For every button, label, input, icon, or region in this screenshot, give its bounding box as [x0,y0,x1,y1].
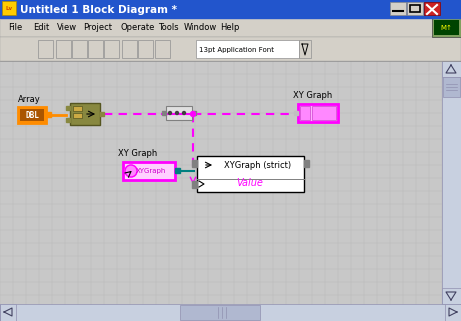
Text: Project: Project [83,23,112,32]
Circle shape [125,165,137,177]
Bar [0,304,16,321]
Bar [299,40,311,58]
Text: Operate: Operate [120,23,154,32]
Text: Edit: Edit [33,23,49,32]
Bar [410,5,420,12]
Bar [192,111,196,115]
Bar [407,2,423,15]
Bar [138,40,153,58]
Bar [88,40,103,58]
Bar [0,61,442,304]
Text: M↑: M↑ [440,25,452,31]
Bar [434,20,459,35]
Bar [73,113,82,118]
Bar [20,109,44,121]
Text: View: View [57,23,77,32]
Bar [2,1,16,15]
Text: Window: Window [184,23,217,32]
Bar [0,0,461,18]
Text: XY Graph: XY Graph [118,149,157,158]
Circle shape [169,111,171,115]
Bar [38,40,53,58]
Bar [432,18,461,37]
Text: Untitled 1 Block Diagram *: Untitled 1 Block Diagram * [20,5,177,15]
Bar [56,40,71,58]
Text: Value: Value [236,178,263,188]
Bar [46,112,51,117]
Bar [192,160,197,167]
Bar [70,103,100,125]
Bar [180,305,260,320]
Text: 13pt Application Font: 13pt Application Font [199,47,274,53]
Bar [0,18,461,37]
Bar [298,104,338,122]
Text: XYGraph: XYGraph [136,168,166,174]
Bar [197,156,304,192]
Bar [192,181,197,188]
Bar [122,40,137,58]
Bar [294,111,298,115]
Bar [300,106,310,120]
Bar [442,61,461,77]
Bar [18,107,46,123]
Text: Array: Array [18,95,41,104]
Text: XY Graph: XY Graph [293,91,332,100]
Text: DBL: DBL [25,110,39,119]
Text: Tools: Tools [158,23,178,32]
Circle shape [190,111,195,117]
Text: XYGraph (strict): XYGraph (strict) [225,161,291,170]
Bar [162,111,166,115]
Text: Help: Help [220,23,239,32]
Bar [304,160,309,167]
Bar [196,40,299,58]
Circle shape [183,111,185,115]
Bar [0,37,461,61]
Bar [155,40,170,58]
Bar [442,288,461,304]
Bar [166,106,192,120]
Bar [312,106,336,120]
Bar [104,40,119,58]
Bar [72,40,87,58]
Bar [66,118,70,122]
Text: File: File [8,23,22,32]
Bar [0,304,461,321]
Bar [73,106,82,111]
Bar [175,168,180,173]
Text: Lv: Lv [6,6,12,12]
Circle shape [176,111,178,115]
Bar [424,2,440,15]
Bar [443,77,460,97]
Bar [123,162,175,180]
Bar [390,2,406,15]
Bar [100,112,104,116]
Bar [442,61,461,304]
Bar [445,304,461,321]
Bar [66,106,70,110]
